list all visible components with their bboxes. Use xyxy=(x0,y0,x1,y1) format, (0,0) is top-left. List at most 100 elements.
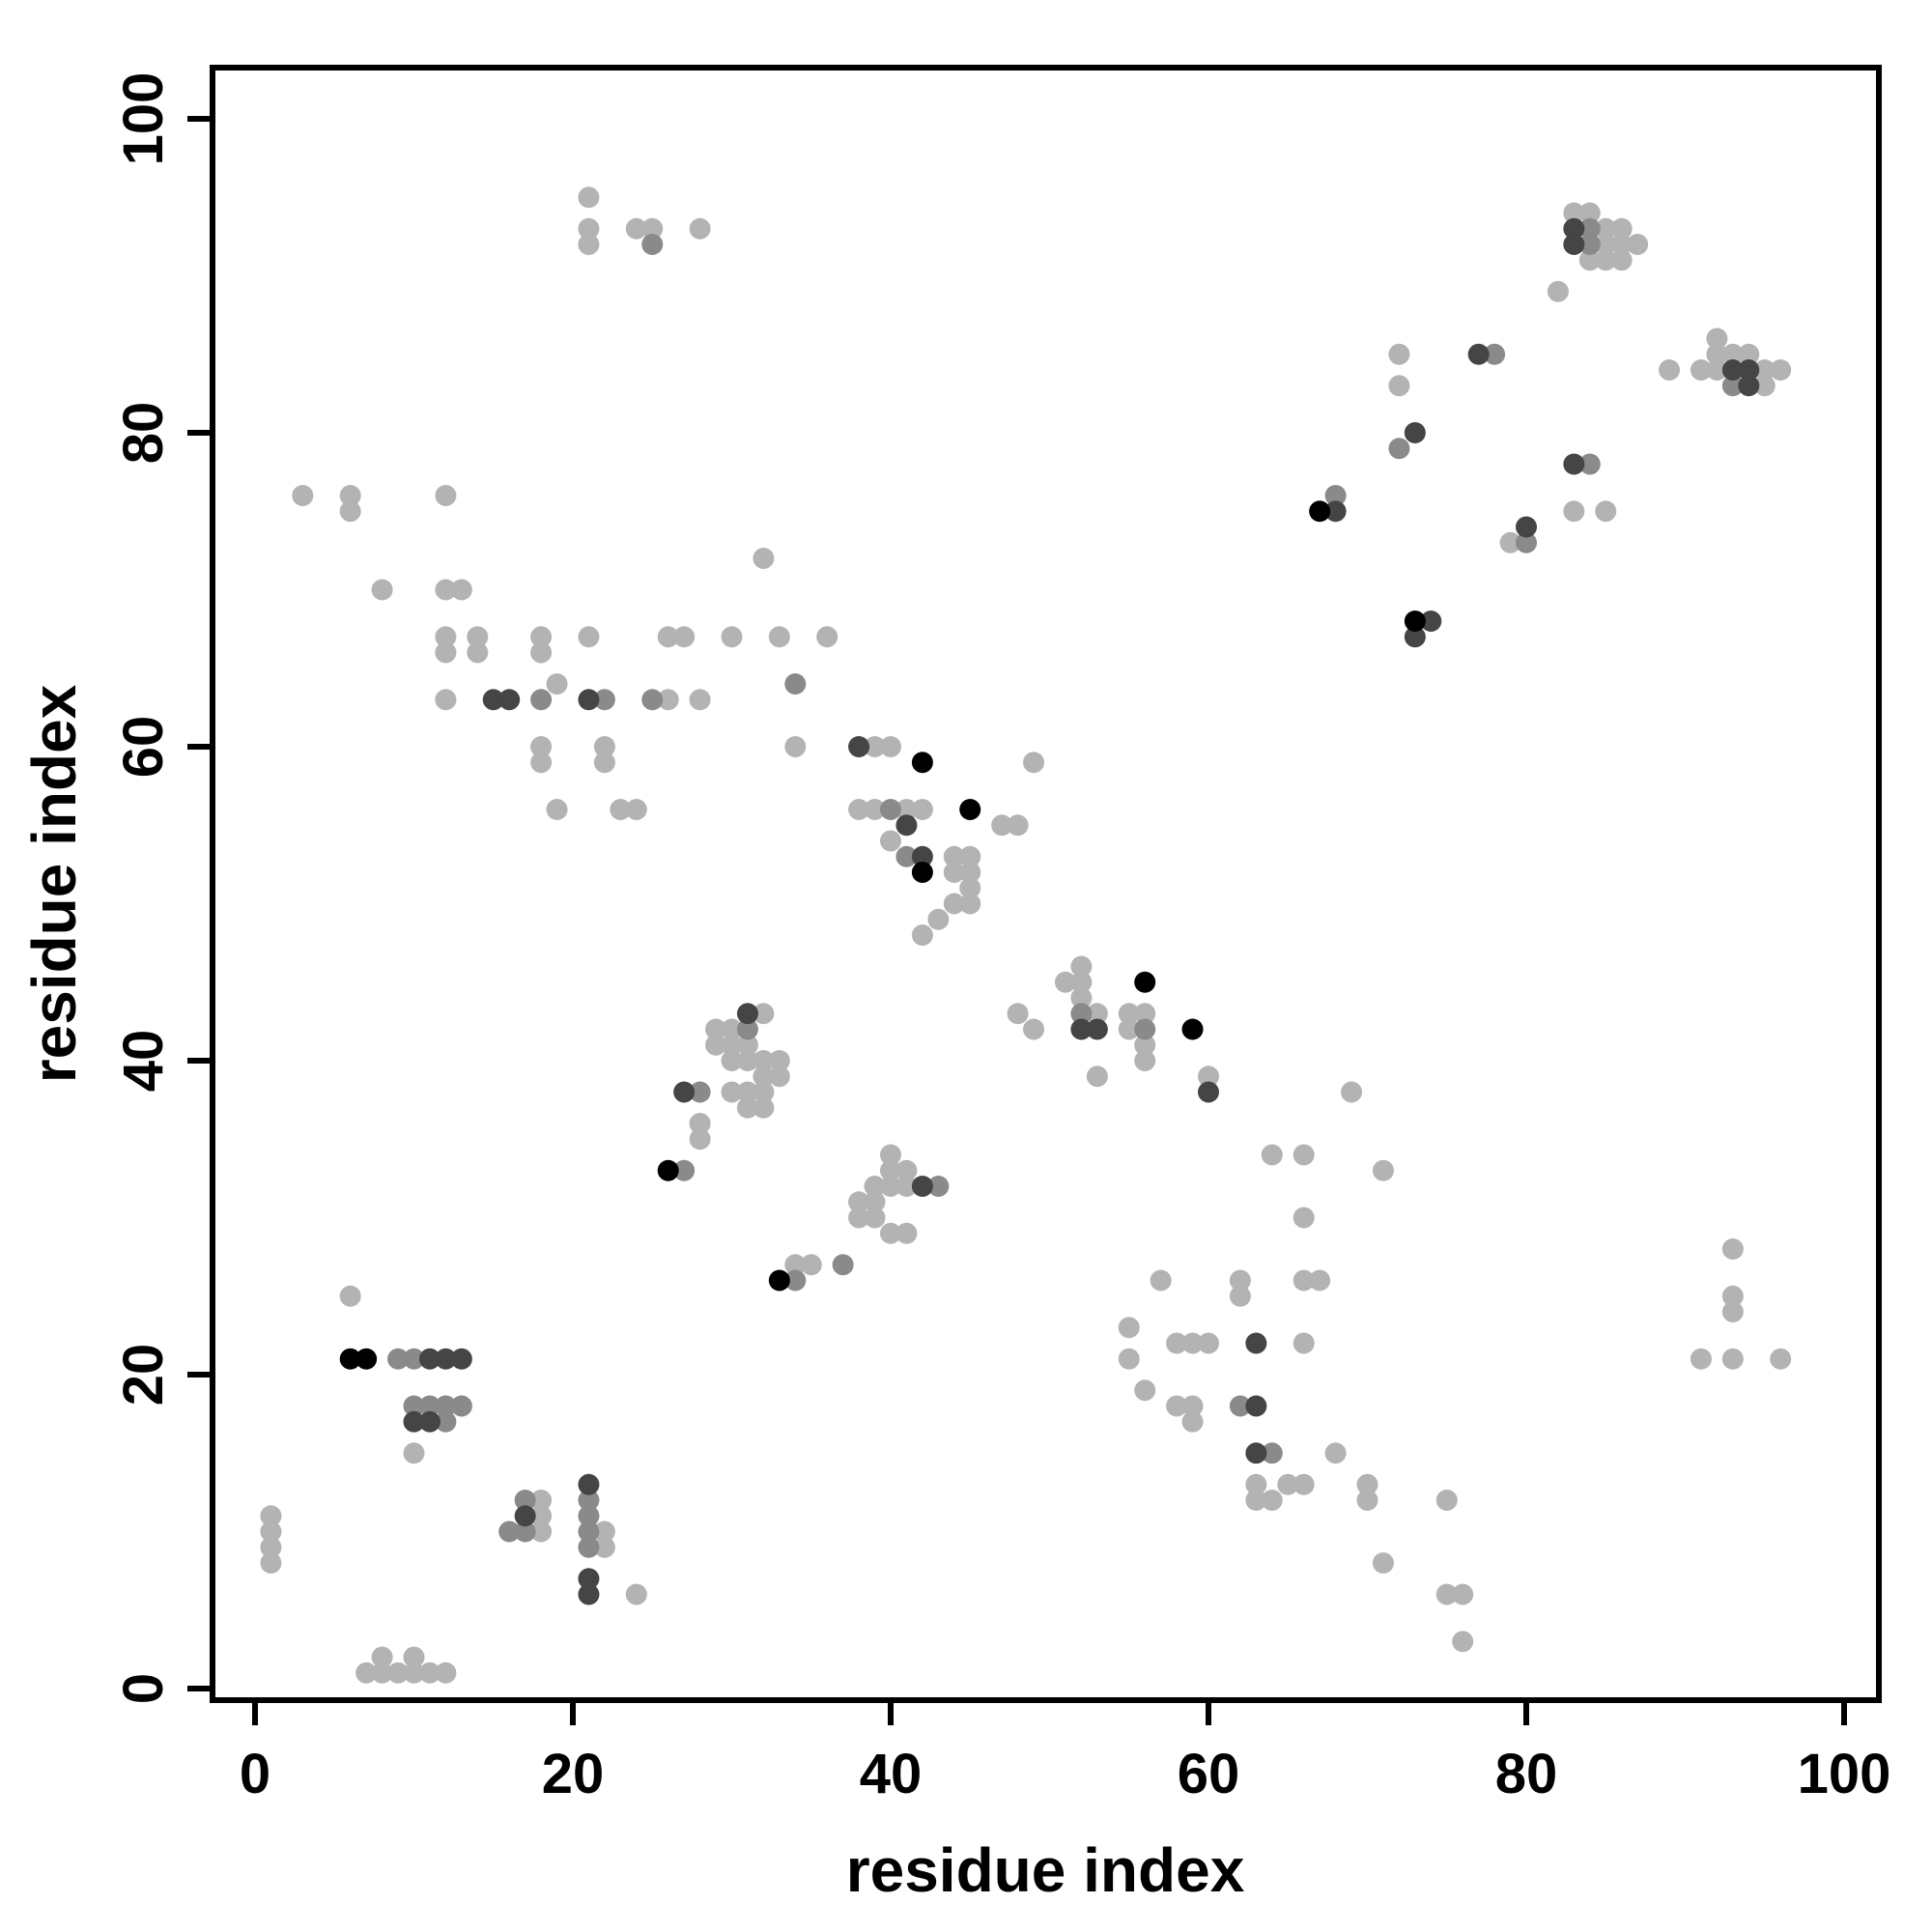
data-point xyxy=(1118,1018,1140,1040)
data-point xyxy=(895,1222,918,1244)
data-point xyxy=(673,1159,696,1181)
data-point xyxy=(959,893,981,915)
data-point xyxy=(1341,1081,1363,1103)
data-point xyxy=(753,548,775,569)
data-point xyxy=(1293,1207,1315,1229)
data-point xyxy=(641,217,664,240)
scatter-points xyxy=(260,186,1792,1684)
data-point xyxy=(514,1520,536,1543)
data-point xyxy=(1356,1473,1378,1495)
data-point xyxy=(673,626,696,648)
data-point xyxy=(1070,1003,1093,1025)
data-point xyxy=(530,689,553,711)
data-point xyxy=(1595,234,1617,255)
data-point xyxy=(689,1081,711,1103)
data-point xyxy=(641,689,664,711)
data-point xyxy=(1181,1395,1204,1417)
data-point xyxy=(848,799,870,820)
data-point xyxy=(1134,1379,1156,1402)
data-point xyxy=(1134,1034,1156,1056)
data-point xyxy=(1118,1003,1140,1025)
data-point xyxy=(593,1536,615,1558)
data-point xyxy=(578,217,600,240)
data-point xyxy=(1181,1410,1204,1433)
data-point xyxy=(880,1159,901,1181)
y-axis-title: residue index xyxy=(19,684,89,1083)
data-point xyxy=(339,485,361,506)
x-tick-label: 60 xyxy=(1178,1743,1240,1805)
data-point xyxy=(260,1505,282,1527)
data-point xyxy=(880,1222,901,1244)
data-point xyxy=(736,1018,758,1040)
data-point xyxy=(1516,516,1537,538)
data-point xyxy=(1198,1081,1219,1103)
data-point xyxy=(1659,359,1681,381)
data-point xyxy=(784,673,807,695)
data-point xyxy=(403,1646,425,1668)
data-point xyxy=(895,1176,918,1197)
data-point xyxy=(880,1176,901,1197)
data-point xyxy=(1134,1018,1156,1040)
data-point xyxy=(641,234,664,255)
data-point xyxy=(1721,1238,1744,1260)
data-point xyxy=(816,626,838,648)
data-point xyxy=(689,217,711,240)
data-point xyxy=(1578,249,1601,271)
data-point xyxy=(1467,343,1490,365)
data-point xyxy=(418,1410,440,1433)
data-point xyxy=(1245,1395,1267,1417)
data-point xyxy=(1229,1395,1251,1417)
y-tick-label: 40 xyxy=(112,1030,175,1093)
data-point xyxy=(1118,1348,1140,1370)
data-point xyxy=(1293,1144,1315,1166)
data-point xyxy=(403,1410,425,1433)
data-point xyxy=(1610,249,1633,271)
y-tick-label: 60 xyxy=(112,716,175,779)
data-point xyxy=(880,736,901,757)
data-point xyxy=(864,1176,886,1197)
data-point xyxy=(736,1003,758,1025)
data-point xyxy=(387,1348,410,1370)
data-point xyxy=(1721,1301,1744,1322)
data-point xyxy=(848,1207,870,1229)
data-point xyxy=(959,877,981,899)
data-point xyxy=(1007,814,1029,837)
data-point xyxy=(530,752,553,774)
data-point xyxy=(435,1348,457,1370)
data-point xyxy=(1578,453,1601,475)
data-point xyxy=(403,1348,425,1370)
data-point xyxy=(880,799,901,820)
data-point xyxy=(355,1348,378,1370)
data-point xyxy=(578,1490,600,1511)
data-point xyxy=(292,485,314,506)
data-point xyxy=(1721,343,1744,365)
data-point xyxy=(1721,359,1744,381)
x-tick-label: 20 xyxy=(542,1743,605,1805)
data-point xyxy=(784,736,807,757)
data-point xyxy=(546,673,568,695)
data-point xyxy=(339,1348,361,1370)
data-point xyxy=(1753,359,1776,381)
data-point xyxy=(1245,1332,1267,1354)
data-point xyxy=(530,736,553,757)
data-point xyxy=(1563,202,1585,224)
data-point xyxy=(403,1442,425,1464)
data-point xyxy=(1293,1332,1315,1354)
data-point xyxy=(355,1662,378,1684)
data-point xyxy=(1181,1018,1204,1040)
data-point xyxy=(864,1191,886,1213)
data-point xyxy=(593,1520,615,1543)
data-point xyxy=(895,845,918,867)
data-point xyxy=(467,641,489,664)
data-point xyxy=(1070,971,1093,993)
data-point xyxy=(832,1254,854,1276)
data-point xyxy=(959,799,981,820)
data-point xyxy=(450,1395,472,1417)
data-point xyxy=(1435,1490,1458,1511)
data-point xyxy=(339,1285,361,1307)
data-point xyxy=(1578,217,1601,240)
data-point xyxy=(578,1520,600,1543)
x-tick-label: 40 xyxy=(860,1743,923,1805)
